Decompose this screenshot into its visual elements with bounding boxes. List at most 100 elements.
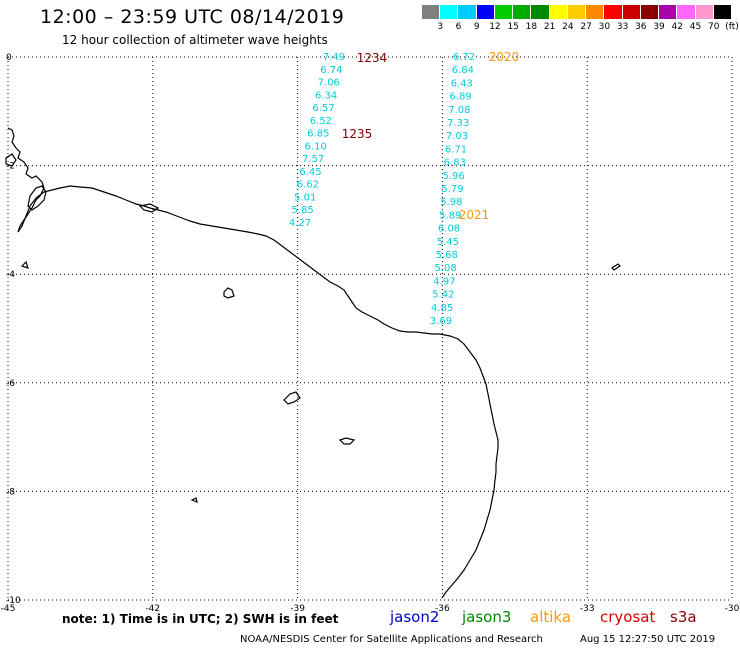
wave-height-value: 7.03 <box>446 131 468 142</box>
color-scale-label: 42 <box>671 22 684 32</box>
pass-label-1235: 1235 <box>342 127 373 141</box>
color-scale-swatches <box>422 5 732 19</box>
color-scale-swatch <box>531 5 550 19</box>
wave-height-value: 6.83 <box>444 158 466 169</box>
color-scale-label: 30 <box>598 22 611 32</box>
pass-label-2021: 2021 <box>459 208 490 222</box>
wave-height-values: 7.49 6.74 7.066.34 6.57 6.52 6.856.10 7.57 6.45… <box>289 52 475 327</box>
wave-height-value: 7.08 <box>448 105 470 116</box>
color-scale-swatch <box>567 5 587 19</box>
wave-height-value: 6.72 <box>453 52 475 63</box>
color-scale-label: (ft) <box>725 22 739 32</box>
color-scale-label: 21 <box>543 22 556 32</box>
color-scale-swatch <box>622 5 641 19</box>
wave-height-value: 6.57 <box>312 103 334 114</box>
wave-height-value: 5.42 <box>432 290 454 301</box>
color-scale: 3 6 9 12 15 18 21 24 27 30 33 36 39 42 45 70 (ft) <box>422 5 739 35</box>
color-scale-label: 9 <box>473 22 480 32</box>
wave-height-value: 5.79 <box>441 184 463 195</box>
lat-tick-label: -8 <box>6 487 15 497</box>
wave-height-value: 6.52 <box>310 116 332 127</box>
credit-text: NOAA/NESDIS Center for Satellite Applica… <box>240 634 543 645</box>
island-marajo <box>27 185 47 211</box>
wave-height-value: 4.97 <box>433 276 455 287</box>
pass-labels: 1234 1235 2020 2021 <box>342 50 520 222</box>
island-c <box>338 437 356 445</box>
color-scale-swatch <box>640 5 660 19</box>
wave-height-value: 6.62 <box>297 180 319 191</box>
pass-label-2020: 2020 <box>489 50 520 64</box>
lat-tick-label: -10 <box>6 596 21 606</box>
wave-height-value: 7.06 <box>318 78 340 89</box>
wave-height-value: 6.08 <box>438 224 460 235</box>
wave-height-value: 7.57 <box>302 154 324 165</box>
color-scale-label: 33 <box>616 22 629 32</box>
wave-height-value: 6.43 <box>451 78 473 89</box>
color-scale-swatch <box>494 5 514 19</box>
legend-jason2: jason2 <box>390 608 440 626</box>
wave-height-value: 5.96 <box>443 171 465 182</box>
lon-tick-label: -39 <box>290 604 305 614</box>
lat-tick-label: -2 <box>6 162 15 172</box>
color-scale-label: 36 <box>635 22 647 32</box>
wave-height-value: 4.27 <box>289 218 311 229</box>
wave-height-value: 5.89 <box>439 210 461 221</box>
color-scale-label: 39 <box>653 22 665 32</box>
coastline-main <box>17 185 499 599</box>
wave-height-value: 6.34 <box>315 90 337 101</box>
wave-height-value: 6.45 <box>299 167 321 178</box>
color-scale-label: 27 <box>580 22 592 32</box>
island-g <box>138 203 160 213</box>
lon-tick-label: -45 <box>1 604 16 614</box>
wave-height-value: 7.49 <box>323 52 345 63</box>
island-f <box>20 260 29 269</box>
legend-cryosat: cryosat <box>600 608 656 626</box>
color-scale-label: 3 <box>437 22 444 32</box>
wave-height-value: 6.89 <box>449 92 471 103</box>
island-a <box>223 287 235 299</box>
wave-height-value: 4.85 <box>431 303 453 314</box>
color-scale-label: 18 <box>525 22 538 32</box>
legend-altika: altika <box>530 608 572 626</box>
island-d <box>190 497 198 503</box>
wave-height-value: 5.01 <box>294 192 316 203</box>
wave-height-value: 6.74 <box>320 65 342 76</box>
pass-label-1234: 1234 <box>357 51 388 65</box>
wave-height-value: 6.85 <box>307 129 329 140</box>
axis-labels: -45 -42 -39 -36 -33 -30 0 -2 -4 -6 -8 -10 <box>1 53 740 614</box>
lat-lon-grid <box>7 56 733 601</box>
color-scale-swatch <box>549 5 568 19</box>
color-scale-label: 6 <box>455 22 462 32</box>
color-scale-swatch <box>586 5 605 19</box>
wave-height-value: 3.69 <box>430 316 452 327</box>
wave-height-value: 6.71 <box>445 144 467 155</box>
lon-tick-label: -42 <box>145 604 160 614</box>
generated-timestamp: Aug 15 12:27:50 UTC 2019 <box>580 634 716 645</box>
color-scale-swatch <box>440 5 459 19</box>
color-scale-swatch <box>458 5 477 19</box>
wave-height-value: 5.45 <box>437 237 459 248</box>
wave-height-value: 5.85 <box>291 205 313 216</box>
legend-jason3: jason3 <box>462 608 512 626</box>
page-title: 12:00 – 23:59 UTC 08/14/2019 <box>40 6 345 28</box>
footer-note: note: 1) Time is in UTC; 2) SWH is in fe… <box>62 612 339 626</box>
island-e <box>611 263 621 271</box>
wave-height-value: 6.10 <box>305 141 327 152</box>
color-scale-swatch <box>513 5 532 19</box>
color-scale-labels: 3 6 9 12 15 18 21 24 27 30 33 36 39 42 45 70 (ft) <box>422 22 738 34</box>
lat-tick-label: -6 <box>6 379 15 389</box>
wave-height-value: 5.68 <box>436 250 458 261</box>
page-subtitle: 12 hour collection of altimeter wave hei… <box>62 33 328 47</box>
color-scale-swatch <box>713 5 732 19</box>
color-scale-swatch <box>604 5 623 19</box>
lon-tick-label: -30 <box>725 604 740 614</box>
coastline <box>5 127 621 599</box>
color-scale-swatch <box>659 5 678 19</box>
color-scale-label: 15 <box>507 22 519 32</box>
color-scale-label: 45 <box>689 22 702 32</box>
color-scale-label: 24 <box>562 22 574 32</box>
wave-height-value: 7.33 <box>447 118 469 129</box>
lon-tick-label: -33 <box>580 604 595 614</box>
island-north <box>5 153 17 167</box>
